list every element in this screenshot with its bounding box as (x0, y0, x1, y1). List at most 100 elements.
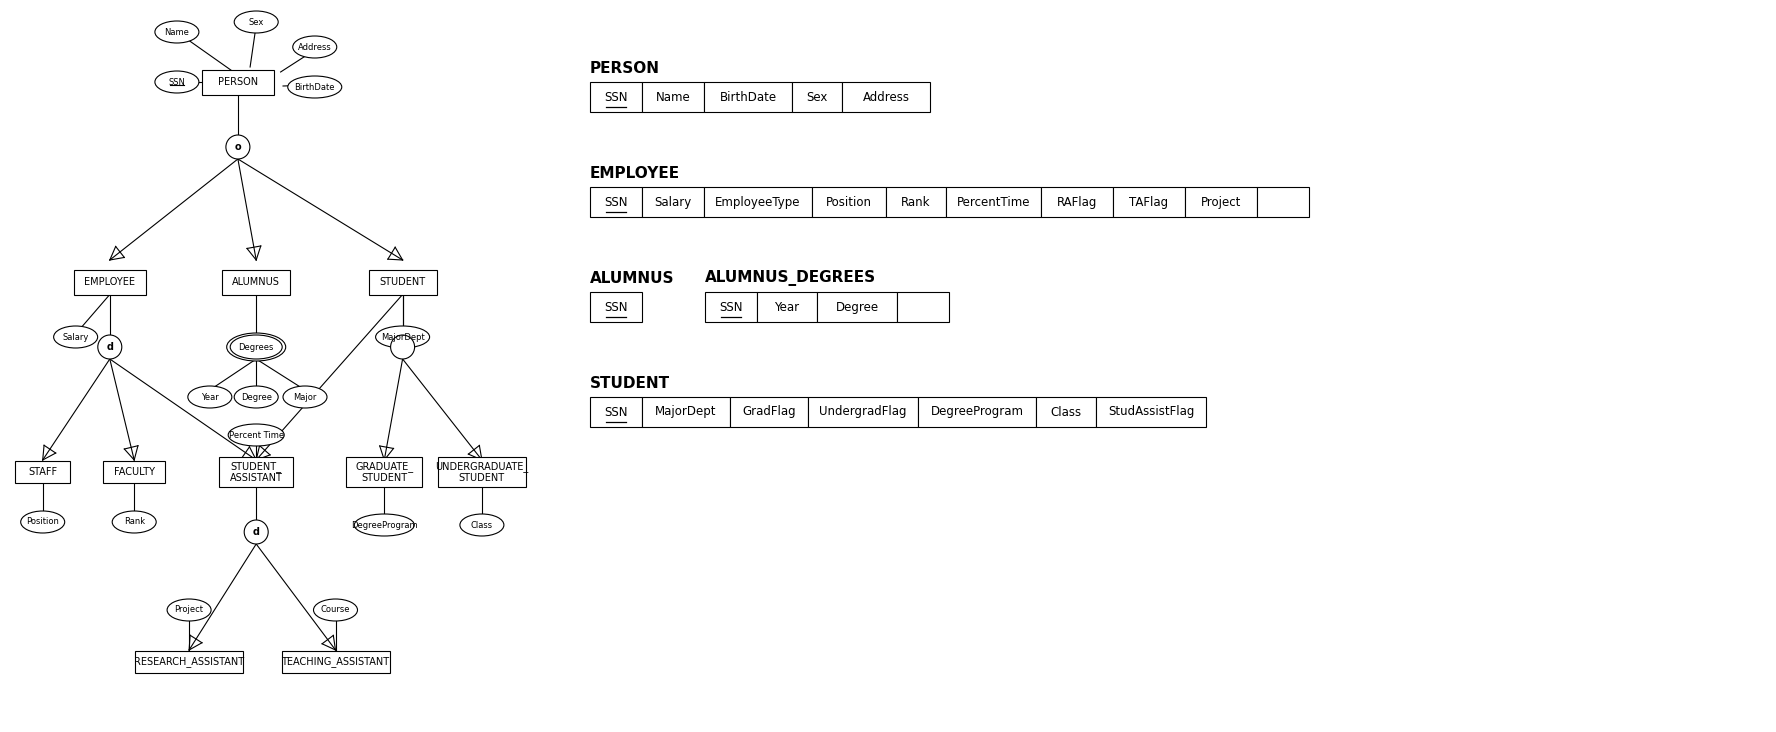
Ellipse shape (53, 326, 98, 348)
Text: DegreeProgram: DegreeProgram (931, 406, 1023, 419)
Circle shape (98, 335, 123, 359)
Text: Position: Position (826, 195, 872, 209)
FancyBboxPatch shape (369, 269, 437, 294)
FancyBboxPatch shape (282, 651, 389, 673)
FancyBboxPatch shape (590, 397, 641, 427)
Text: Address: Address (298, 42, 332, 51)
Text: Degree: Degree (242, 392, 272, 401)
FancyBboxPatch shape (103, 461, 165, 483)
Text: STUDENT: STUDENT (380, 277, 426, 287)
Text: GRADUATE_
STUDENT: GRADUATE_ STUDENT (355, 460, 414, 483)
Text: EMPLOYEE: EMPLOYEE (83, 277, 135, 287)
Text: SSN: SSN (604, 91, 627, 103)
Text: PERSON: PERSON (218, 77, 258, 87)
Text: PERSON: PERSON (590, 61, 661, 76)
Text: Course: Course (321, 605, 350, 614)
FancyBboxPatch shape (1114, 187, 1185, 217)
Text: STUDENT: STUDENT (590, 376, 670, 391)
Text: PercentTime: PercentTime (957, 195, 1030, 209)
Text: RAFlag: RAFlag (1057, 195, 1098, 209)
FancyBboxPatch shape (75, 269, 146, 294)
FancyBboxPatch shape (808, 397, 918, 427)
FancyBboxPatch shape (641, 187, 703, 217)
Text: Percent Time: Percent Time (229, 430, 284, 439)
FancyBboxPatch shape (135, 651, 243, 673)
FancyBboxPatch shape (1041, 187, 1114, 217)
Text: Rank: Rank (900, 195, 931, 209)
FancyBboxPatch shape (590, 292, 641, 322)
Text: EmployeeType: EmployeeType (716, 195, 801, 209)
FancyBboxPatch shape (590, 82, 641, 112)
FancyBboxPatch shape (346, 457, 423, 487)
Text: ALUMNUS: ALUMNUS (233, 277, 281, 287)
Text: Rank: Rank (124, 518, 146, 526)
Ellipse shape (112, 511, 156, 533)
Text: Year: Year (774, 301, 799, 313)
Text: TEACHING_ASSISTANT: TEACHING_ASSISTANT (281, 657, 389, 668)
Ellipse shape (282, 386, 327, 408)
FancyBboxPatch shape (641, 82, 703, 112)
Ellipse shape (21, 511, 64, 533)
Text: Year: Year (201, 392, 218, 401)
FancyBboxPatch shape (842, 82, 931, 112)
FancyBboxPatch shape (1185, 187, 1257, 217)
Text: Major: Major (293, 392, 316, 401)
FancyBboxPatch shape (947, 187, 1041, 217)
FancyBboxPatch shape (886, 187, 947, 217)
Text: TAFlag: TAFlag (1130, 195, 1169, 209)
Text: Address: Address (863, 91, 909, 103)
Text: d: d (107, 342, 114, 352)
Ellipse shape (288, 76, 341, 98)
Text: STAFF: STAFF (28, 467, 57, 477)
Ellipse shape (314, 599, 357, 621)
Text: RESEARCH_ASSISTANT: RESEARCH_ASSISTANT (133, 657, 243, 668)
Text: Name: Name (655, 91, 691, 103)
Text: MajorDept: MajorDept (655, 406, 718, 419)
FancyBboxPatch shape (218, 457, 293, 487)
Text: Sex: Sex (806, 91, 828, 103)
Ellipse shape (188, 386, 233, 408)
Circle shape (391, 335, 414, 359)
Text: BirthDate: BirthDate (719, 91, 776, 103)
Text: Sex: Sex (249, 18, 265, 26)
FancyBboxPatch shape (918, 397, 1035, 427)
Text: SSN: SSN (604, 406, 627, 419)
Text: SSN: SSN (604, 195, 627, 209)
FancyBboxPatch shape (16, 461, 71, 483)
FancyBboxPatch shape (439, 457, 526, 487)
Ellipse shape (460, 514, 504, 536)
Text: STUDENT_
ASSISTANT: STUDENT_ ASSISTANT (229, 460, 282, 483)
Ellipse shape (155, 71, 199, 93)
Text: SSN: SSN (719, 301, 742, 313)
Ellipse shape (227, 333, 286, 361)
Text: ALUMNUS: ALUMNUS (590, 271, 675, 286)
FancyBboxPatch shape (757, 292, 817, 322)
FancyBboxPatch shape (222, 269, 289, 294)
Text: SSN: SSN (604, 301, 627, 313)
FancyBboxPatch shape (1096, 397, 1206, 427)
Ellipse shape (167, 599, 211, 621)
FancyBboxPatch shape (1257, 187, 1309, 217)
Ellipse shape (227, 424, 284, 446)
FancyBboxPatch shape (812, 187, 886, 217)
Text: BirthDate: BirthDate (295, 83, 336, 92)
Text: UndergradFlag: UndergradFlag (819, 406, 908, 419)
FancyBboxPatch shape (641, 397, 730, 427)
Ellipse shape (375, 326, 430, 348)
FancyBboxPatch shape (202, 70, 274, 94)
Text: Project: Project (174, 605, 204, 614)
Ellipse shape (293, 36, 337, 58)
FancyBboxPatch shape (705, 292, 757, 322)
Text: Project: Project (1201, 195, 1241, 209)
Text: Degree: Degree (835, 301, 879, 313)
Text: Salary: Salary (654, 195, 691, 209)
FancyBboxPatch shape (730, 397, 808, 427)
FancyBboxPatch shape (703, 82, 792, 112)
FancyBboxPatch shape (590, 187, 641, 217)
Text: GradFlag: GradFlag (742, 406, 796, 419)
Text: Class: Class (1050, 406, 1082, 419)
Text: FACULTY: FACULTY (114, 467, 155, 477)
FancyBboxPatch shape (897, 292, 948, 322)
Circle shape (243, 520, 268, 544)
Text: ALUMNUS_DEGREES: ALUMNUS_DEGREES (705, 270, 876, 286)
